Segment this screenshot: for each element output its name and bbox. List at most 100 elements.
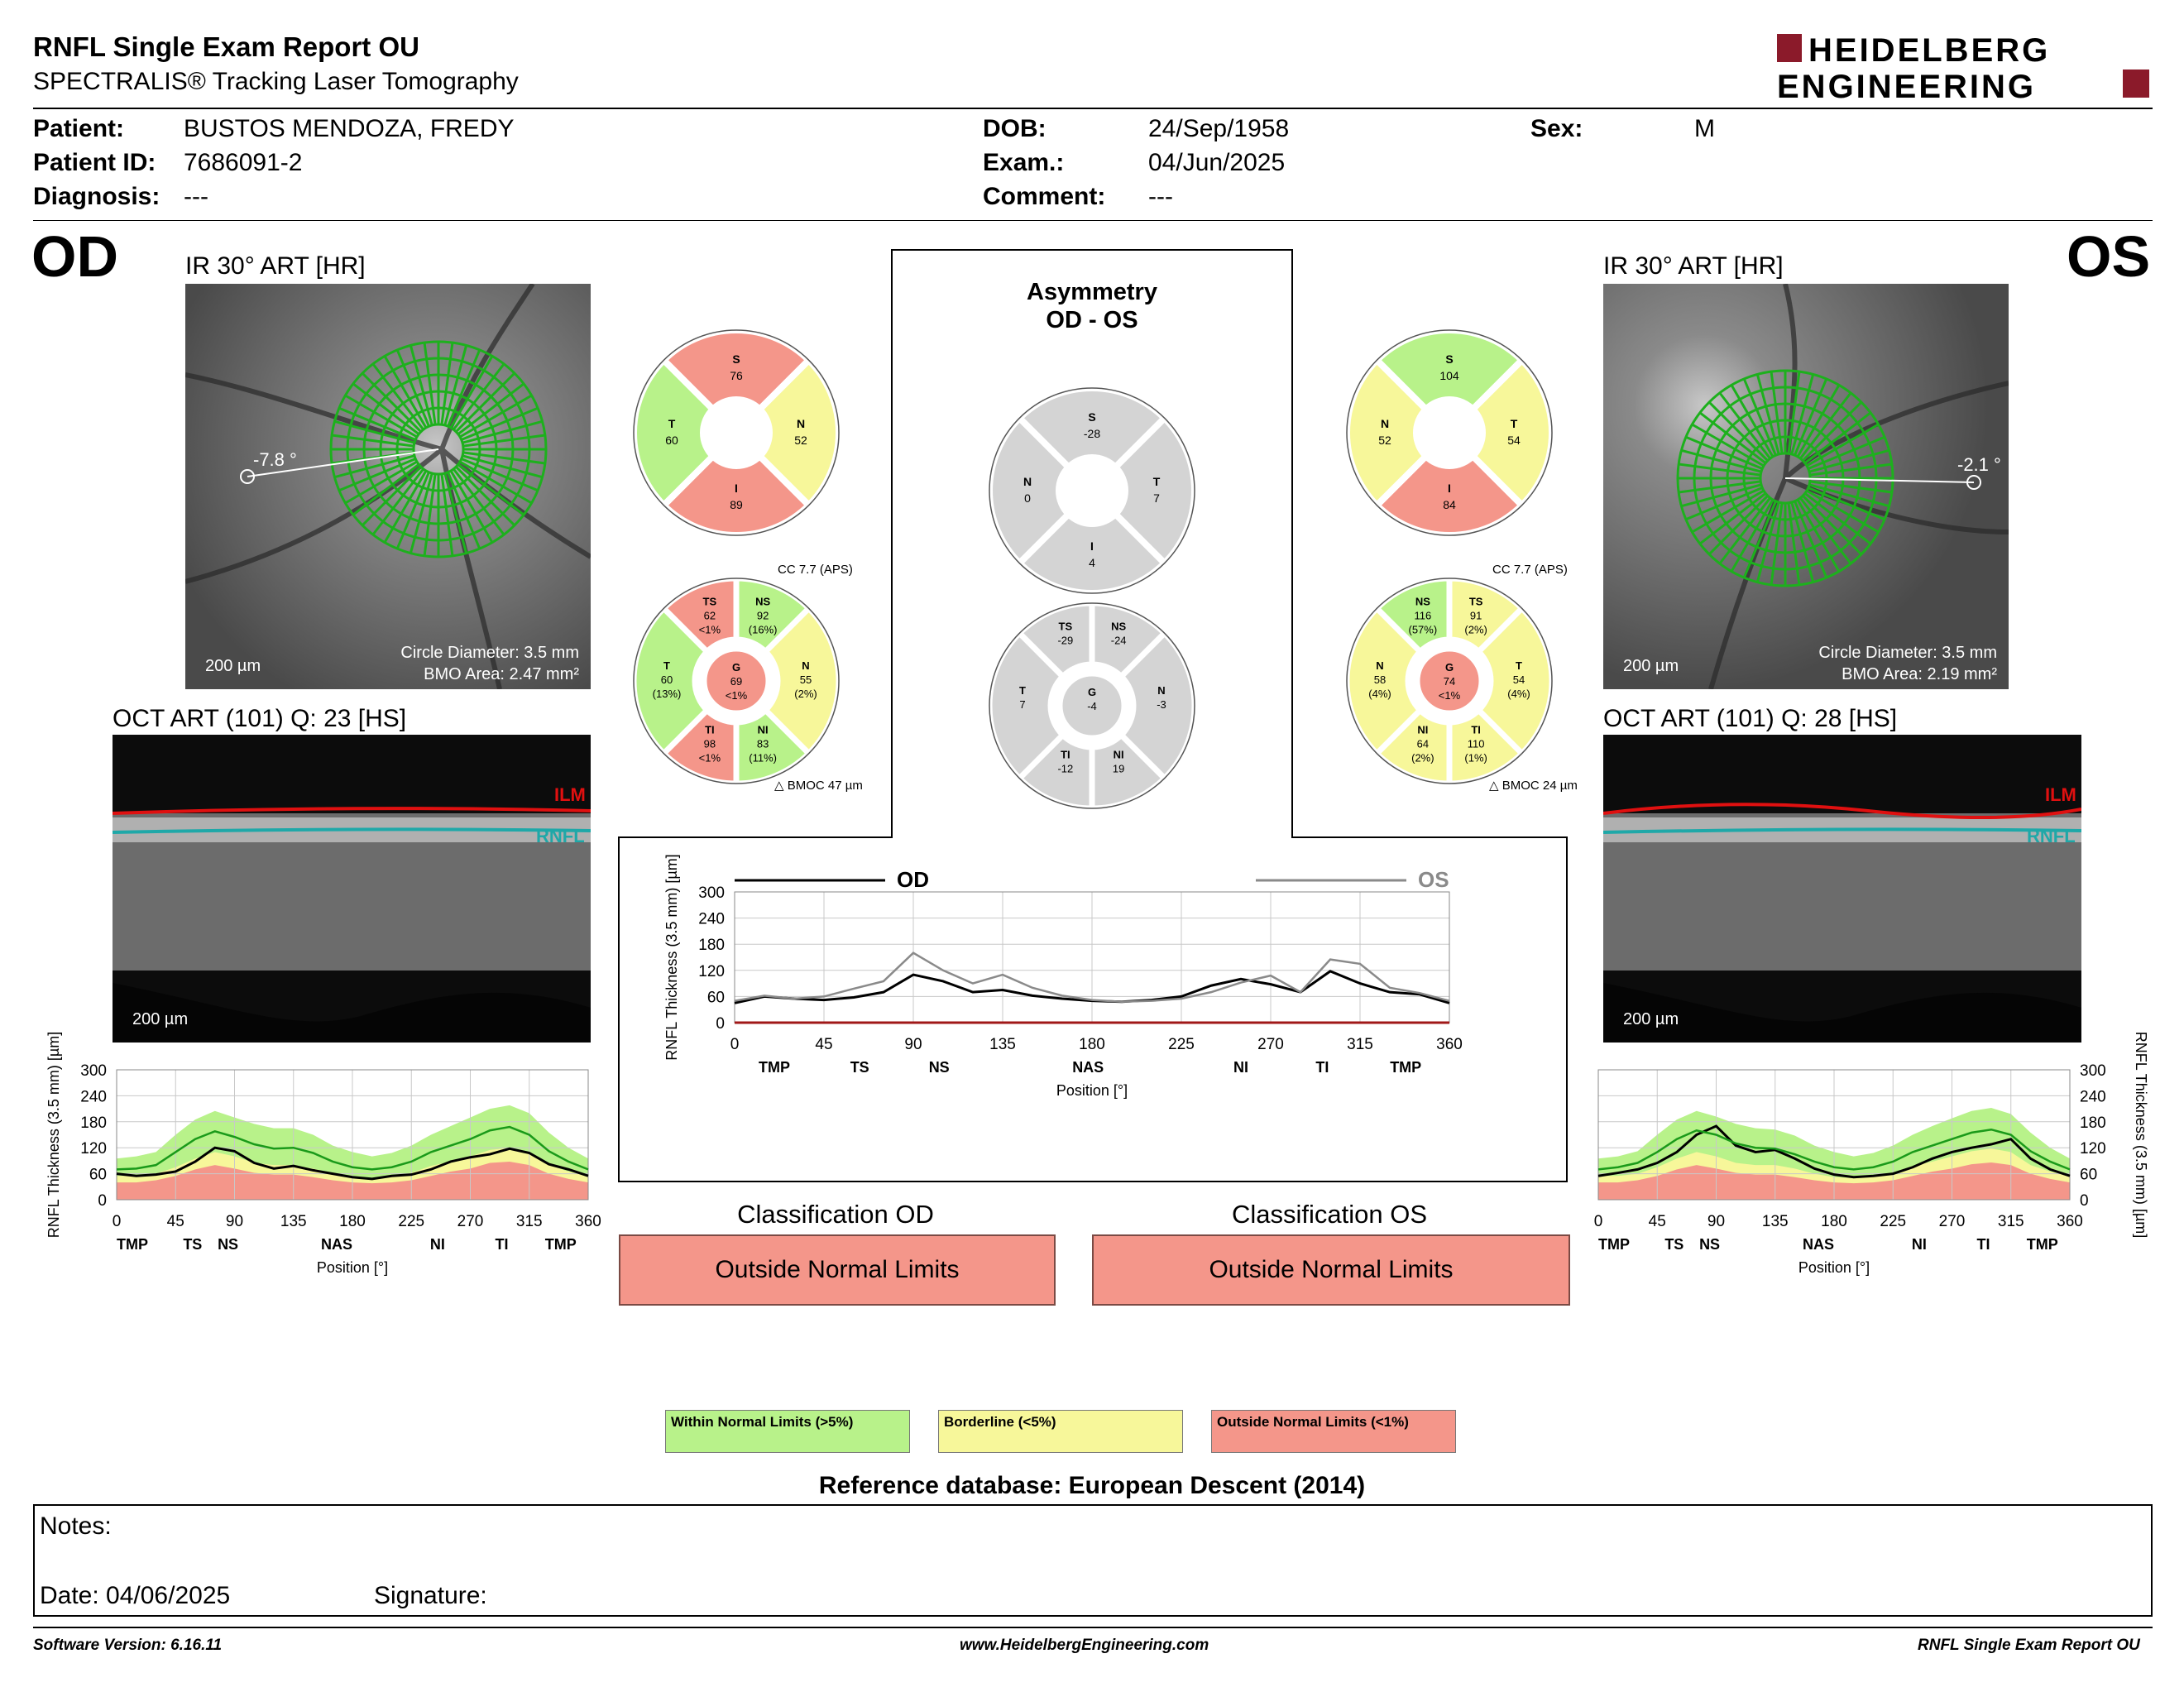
- os-quadrant-value-i: 84: [1443, 498, 1456, 511]
- asym-sectors-value-n: -3: [1157, 698, 1166, 711]
- os-profile-ytick: 240: [2080, 1088, 2106, 1105]
- od-sectors-value-ti: 98: [704, 738, 716, 750]
- asym-sectors-outline: [989, 602, 1195, 809]
- od-quadrant-outline: [633, 329, 840, 536]
- od-profile-ylabel: RNFL Thickness (3.5 mm) [µm]: [46, 1032, 62, 1238]
- od-classification-title: Classification OD: [737, 1200, 934, 1229]
- footer-report-title: RNFL Single Exam Report OU: [1918, 1637, 2140, 1654]
- od-cc-label: CC 7.7 (APS): [778, 563, 853, 577]
- od-profile-ytick: 240: [80, 1088, 107, 1105]
- patient-label: Patient:: [33, 115, 125, 142]
- svg-text:ILM: ILM: [2045, 784, 2076, 805]
- svg-text:-7.8 °: -7.8 °: [253, 449, 297, 470]
- asym-profile-ytick: 60: [707, 989, 725, 1006]
- asym-profile-ytick: 240: [698, 911, 725, 928]
- od-profile-sector-label: TMP: [545, 1236, 577, 1253]
- od-sectors-pct-ts: <1%: [699, 623, 721, 635]
- os-profile-xtick: 45: [1649, 1213, 1666, 1230]
- asym-profile-xtick: 315: [1347, 1036, 1373, 1053]
- os-quadrant-label-s: S: [1445, 352, 1453, 366]
- os-sectors-label-g: G: [1445, 661, 1454, 673]
- od-profile-sector-label: TI: [496, 1236, 509, 1253]
- os-cc-label: CC 7.7 (APS): [1492, 563, 1568, 577]
- asym-sectors-label-n: N: [1157, 684, 1165, 697]
- os-sectors-value-ts: 91: [1470, 609, 1482, 621]
- exam-label: Exam.:: [983, 149, 1065, 176]
- svg-text:-2.1 °: -2.1 °: [1957, 454, 2001, 475]
- asym-profile-sector-label: TS: [850, 1059, 869, 1076]
- os-profile-sector-label: TMP: [1598, 1236, 1630, 1253]
- od-profile-sector-label: TS: [183, 1236, 202, 1253]
- od-sectors-pct-ni: (11%): [749, 752, 777, 765]
- asym-quadrant-label-n: N: [1023, 475, 1032, 488]
- od-quadrant-label-i: I: [735, 482, 738, 495]
- signature-label: Signature:: [374, 1582, 487, 1609]
- asym-quadrant-value-i: 4: [1089, 556, 1095, 569]
- od-sectors-label-g: G: [732, 661, 740, 673]
- od-sectors-value-n: 55: [800, 673, 812, 686]
- asym-sectors-label-g: G: [1088, 686, 1096, 698]
- od-quadrant-label-n: N: [797, 417, 805, 430]
- notes-box: [33, 1504, 2153, 1617]
- os-profile-sector-label: NAS: [1803, 1236, 1834, 1253]
- os-sectors-outline: [1346, 578, 1553, 784]
- asym-sectors-label-ns: NS: [1111, 620, 1126, 632]
- asym-sectors-value-g: -4: [1087, 700, 1097, 712]
- os-profile-ytick: 120: [2080, 1140, 2106, 1158]
- asym-quadrant-value-n: 0: [1024, 491, 1031, 505]
- os-profile-sector-label: TS: [1664, 1236, 1684, 1253]
- os-profile-xtick: 180: [1821, 1213, 1847, 1230]
- asym-profile-ylabel: RNFL Thickness (3.5 mm) [µm]: [663, 854, 680, 1060]
- svg-text:ENGINEERING: ENGINEERING: [1777, 69, 2036, 103]
- os-classification-title: Classification OS: [1231, 1200, 1428, 1229]
- asym-sectors-label-t: T: [1019, 684, 1026, 697]
- reference-database: Reference database: European Descent (20…: [818, 1472, 1366, 1499]
- svg-text:HEIDELBERG: HEIDELBERG: [1808, 32, 2050, 69]
- os-quadrant-value-n: 52: [1378, 434, 1391, 447]
- asym-sectors-value-t: 7: [1019, 698, 1025, 711]
- os-profile-sector-label: TI: [1977, 1236, 1990, 1253]
- os-profile-ylabel: RNFL Thickness (3.5 mm) [µm]: [2133, 1032, 2149, 1238]
- od-profile-ytick: 0: [98, 1192, 107, 1210]
- od-profile-sector-label: NS: [218, 1236, 238, 1253]
- legend-outside-normal: Outside Normal Limits (<1%): [1211, 1410, 1456, 1453]
- report-title: RNFL Single Exam Report OU: [33, 31, 419, 62]
- asym-profile-sector-label: TI: [1315, 1059, 1329, 1076]
- sex-label: Sex:: [1530, 115, 1583, 142]
- os-bmo-area: BMO Area: 2.19 mm²: [1842, 665, 1997, 683]
- os-oct-caption: OCT ART (101) Q: 28 [HS]: [1603, 705, 1898, 732]
- od-sectors-outline: [633, 578, 840, 784]
- asym-profile-xtick: 360: [1436, 1036, 1463, 1053]
- asym-profile-xlabel: Position [°]: [1056, 1082, 1128, 1099]
- os-circle-diameter: Circle Diameter: 3.5 mm: [1818, 644, 1997, 662]
- os-profile-xtick: 0: [1594, 1213, 1603, 1230]
- os-sectors-label-ts: TS: [1469, 595, 1483, 607]
- os-sectors-value-ti: 110: [1468, 738, 1485, 750]
- od-sectors-pct-ti: <1%: [699, 752, 721, 765]
- os-sectors-pct-t: (4%): [1507, 688, 1530, 700]
- asym-profile-series-os: [734, 951, 1450, 1003]
- od-profile-xtick: 360: [575, 1213, 601, 1230]
- od-profile-sector-label: TMP: [117, 1236, 148, 1253]
- od-sectors-pct-n: (2%): [794, 688, 817, 700]
- od-profile-xtick: 45: [167, 1213, 184, 1230]
- od-circle-diameter: Circle Diameter: 3.5 mm: [400, 644, 579, 662]
- od-eye-label: OD: [31, 224, 118, 289]
- os-sectors-pct-ns: (57%): [1409, 623, 1438, 635]
- od-quadrant-value-i: 89: [730, 498, 743, 511]
- od-profile-ytick: 60: [89, 1167, 107, 1184]
- os-ir-caption: IR 30° ART [HR]: [1603, 252, 1784, 280]
- od-profile-ytick: 120: [80, 1140, 107, 1158]
- os-ir-image: -2.1 ° 200 µm Circle Diameter: 3.5 mm BM…: [1603, 283, 2009, 690]
- od-profile-series-normal: [116, 1125, 589, 1171]
- os-profile-xlabel: Position [°]: [1798, 1259, 1870, 1276]
- asym-quadrant-value-s: -28: [1084, 427, 1100, 440]
- od-profile-ytick: 180: [80, 1114, 107, 1132]
- od-quadrant-label-s: S: [732, 352, 740, 366]
- od-profile-xtick: 270: [457, 1213, 484, 1230]
- os-sectors-label-ti: TI: [1471, 724, 1481, 736]
- sex-value: M: [1694, 115, 1715, 142]
- os-sectors-pct-ts: (2%): [1464, 623, 1487, 635]
- os-sectors-pct-ni: (2%): [1411, 752, 1434, 765]
